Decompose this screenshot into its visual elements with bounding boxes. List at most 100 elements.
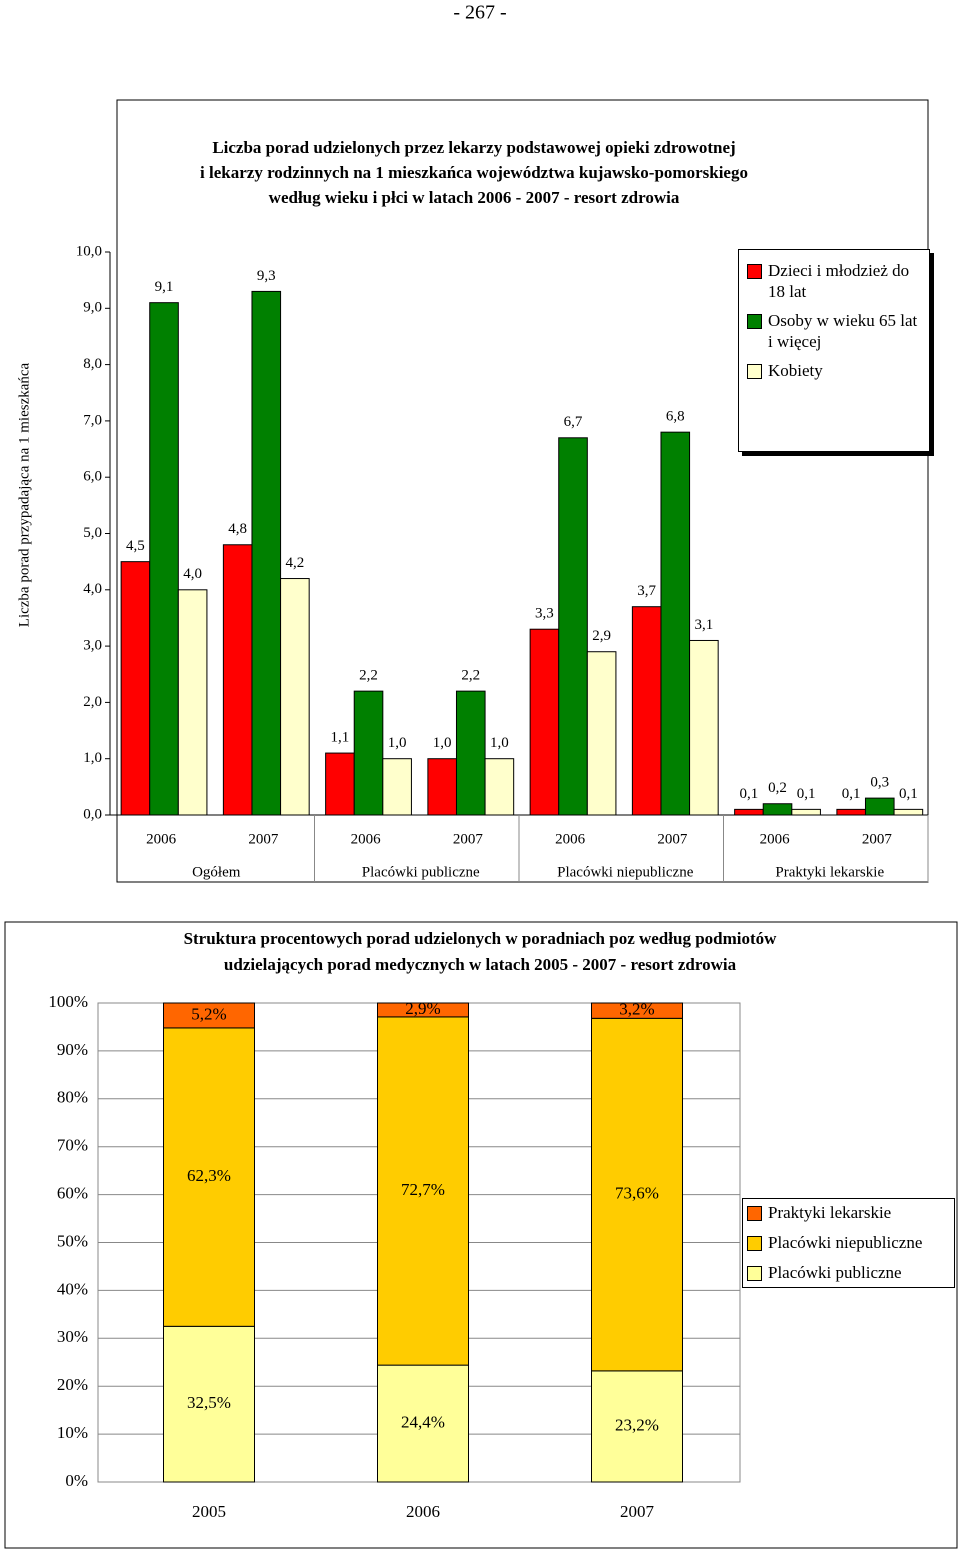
data-label: 62,3% xyxy=(187,1166,231,1185)
bar xyxy=(734,808,764,816)
bar xyxy=(689,639,719,816)
y-tick-label: 3,0 xyxy=(83,638,102,654)
bar-segment xyxy=(163,1002,255,1029)
legend-swatch xyxy=(747,364,762,379)
legend-label: Placówki niepubliczne xyxy=(768,1233,923,1252)
data-label: 0,1 xyxy=(797,786,816,802)
data-label: 1,0 xyxy=(490,735,509,751)
data-label: 6,8 xyxy=(666,409,685,425)
bar xyxy=(791,808,821,816)
data-label: 1,1 xyxy=(331,730,350,746)
y-tick-label: 0,0 xyxy=(83,806,102,822)
x-tick-label: 2007 xyxy=(620,1502,655,1521)
legend-swatch xyxy=(747,1236,762,1251)
y-tick-label: 10% xyxy=(57,1423,88,1442)
y-tick-label: 0% xyxy=(65,1471,88,1490)
x-tick-label: 2007 xyxy=(862,831,893,847)
data-label: 32,5% xyxy=(187,1393,231,1412)
y-tick-label: 90% xyxy=(57,1040,88,1059)
chart-title: Struktura procentowych porad udzielonych… xyxy=(184,929,778,948)
bar xyxy=(864,797,895,816)
bar-segment xyxy=(591,1370,683,1483)
y-axis-title: Liczba porad przypadająca na 1 mieszkańc… xyxy=(16,362,32,627)
y-tick-label: 40% xyxy=(57,1279,88,1298)
group-label: Placówki niepubliczne xyxy=(557,864,694,880)
y-tick-label: 1,0 xyxy=(83,750,102,766)
bar xyxy=(251,290,282,816)
bar xyxy=(353,690,384,816)
group-label: Praktyki lekarskie xyxy=(775,864,884,880)
data-label: 6,7 xyxy=(564,414,583,430)
bar xyxy=(586,651,617,816)
legend-item: Osoby w wieku 65 lat i więcej xyxy=(747,310,921,352)
bar xyxy=(660,431,691,816)
chart-title: udzielających porad medycznych w latach … xyxy=(224,955,737,974)
data-label: 1,0 xyxy=(388,735,407,751)
y-tick-label: 80% xyxy=(57,1088,88,1107)
y-tick-label: 8,0 xyxy=(83,356,102,372)
y-tick-label: 4,0 xyxy=(83,581,102,597)
y-tick-label: 6,0 xyxy=(83,469,102,485)
y-tick-label: 10,0 xyxy=(76,243,102,259)
data-label: 0,1 xyxy=(740,786,759,802)
legend-label: Osoby w wieku 65 lat i więcej xyxy=(768,311,918,351)
data-label: 1,0 xyxy=(433,735,452,751)
data-label: 4,5 xyxy=(126,538,145,554)
legend-swatch xyxy=(747,264,762,279)
x-tick-label: 2006 xyxy=(555,831,586,847)
page-header: - 267 - xyxy=(453,2,506,24)
data-label: 0,1 xyxy=(899,786,918,802)
bar-segment xyxy=(377,1016,469,1366)
data-label: 9,1 xyxy=(155,279,174,295)
legend: Praktyki lekarskie Placówki niepubliczne P… xyxy=(742,1198,955,1288)
legend-label: Kobiety xyxy=(768,361,823,380)
y-tick-label: 9,0 xyxy=(83,300,102,316)
bar xyxy=(427,758,457,816)
data-label: 73,6% xyxy=(615,1184,659,1203)
bar xyxy=(893,808,924,816)
data-label: 0,3 xyxy=(870,775,889,791)
legend-label: Dzieci i młodzież do 18 lat xyxy=(768,261,910,301)
legend-item: Dzieci i młodzież do 18 lat xyxy=(747,260,921,302)
data-label: 2,2 xyxy=(359,668,378,684)
bar-segment xyxy=(163,1325,255,1483)
legend: Dzieci i młodzież do 18 lat Osoby w wieku… xyxy=(738,249,930,452)
legend-item: Placówki publiczne xyxy=(747,1262,950,1283)
chart-frame xyxy=(116,99,929,883)
data-label: 3,2% xyxy=(619,1000,654,1019)
chart-title: Liczba porad udzielonych przez lekarzy p… xyxy=(212,138,735,157)
data-label: 24,4% xyxy=(401,1412,445,1431)
bar-segment xyxy=(377,1002,469,1018)
legend-label: Placówki publiczne xyxy=(768,1263,902,1282)
data-label: 72,7% xyxy=(401,1180,445,1199)
legend-swatch xyxy=(747,1266,762,1281)
legend-swatch xyxy=(747,314,762,329)
bar-segment xyxy=(163,1027,255,1327)
chart-title: i lekarzy rodzinnych na 1 mieszkańca woj… xyxy=(200,163,748,182)
bar-segment xyxy=(377,1364,469,1483)
bar xyxy=(455,690,486,816)
data-label: 2,2 xyxy=(461,668,480,684)
x-tick-label: 2006 xyxy=(406,1502,440,1521)
data-label: 4,0 xyxy=(183,566,202,582)
bar xyxy=(280,578,310,816)
data-label: 5,2% xyxy=(191,1004,226,1023)
data-label: 2,9% xyxy=(405,999,440,1018)
x-tick-label: 2007 xyxy=(248,831,279,847)
x-tick-label: 2006 xyxy=(146,831,177,847)
y-tick-label: 100% xyxy=(48,992,88,1011)
bar xyxy=(120,561,151,816)
legend-swatch xyxy=(747,1206,762,1221)
x-tick-label: 2007 xyxy=(657,831,688,847)
y-tick-label: 50% xyxy=(57,1231,88,1250)
y-tick-label: 30% xyxy=(57,1327,88,1346)
x-tick-label: 2005 xyxy=(192,1502,226,1521)
data-label: 4,2 xyxy=(286,555,305,571)
data-label: 2,9 xyxy=(592,628,611,644)
legend-item: Placówki niepubliczne xyxy=(747,1232,950,1253)
bar xyxy=(558,437,588,816)
bar xyxy=(762,803,793,816)
bar xyxy=(484,758,515,816)
